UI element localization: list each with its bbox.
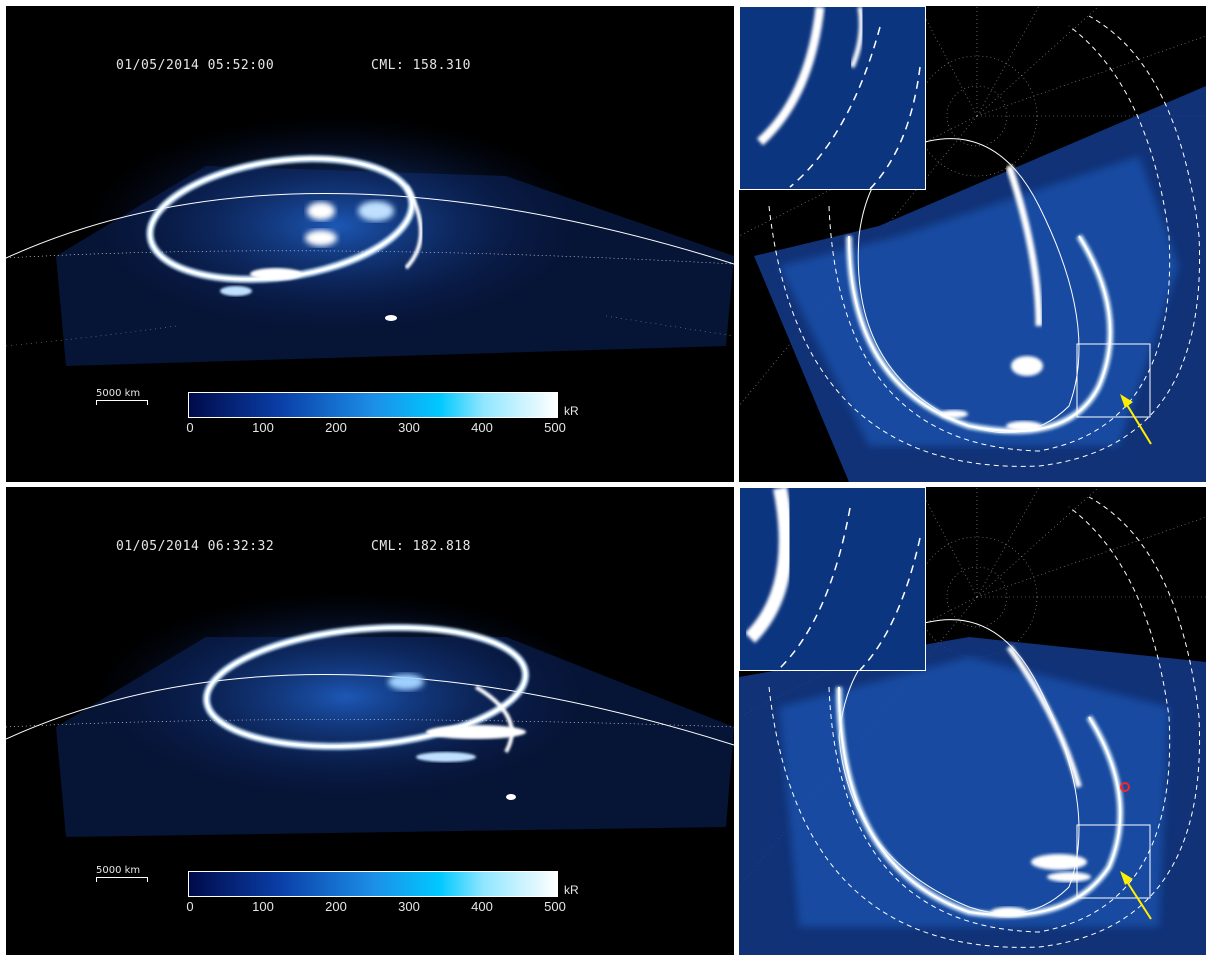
- colorbar-tick: 400: [471, 420, 493, 435]
- colorbar-tick: 400: [471, 899, 493, 914]
- zoom-inset: [739, 487, 926, 671]
- timestamp-label: 01/05/2014 05:52:00: [116, 58, 275, 73]
- zoom-inset: [739, 6, 926, 190]
- aurora-oblique-view: [6, 592, 734, 837]
- bottom-left-panel: 01/05/2014 06:32:32 CML: 182.818 5000 km…: [6, 487, 734, 955]
- colorbar: [188, 392, 558, 418]
- scale-bar: 5000 km: [96, 388, 148, 405]
- colorbar-tick: 500: [544, 420, 566, 435]
- timestamp-label: 01/05/2014 06:32:32: [116, 539, 275, 554]
- scale-bar: 5000 km: [96, 865, 148, 882]
- aurora-oblique-view: [6, 116, 734, 366]
- colorbar-tick: 300: [398, 420, 420, 435]
- cml-label: CML: 182.818: [371, 539, 471, 554]
- colorbar-tick: 100: [252, 420, 274, 435]
- colorbar-tick: 0: [186, 420, 194, 435]
- colorbar-tick: 300: [398, 899, 420, 914]
- aurora-polar-projection: [739, 487, 1206, 955]
- inset-aurora: [740, 7, 925, 189]
- colorbar-tick: 100: [252, 899, 274, 914]
- colorbar-unit: kR: [564, 883, 579, 897]
- colorbar-tick: 200: [325, 420, 347, 435]
- inset-aurora: [740, 488, 925, 670]
- arrow-marker-icon: [1120, 871, 1152, 920]
- colorbar-unit: kR: [564, 404, 579, 418]
- top-right-panel: [739, 6, 1206, 482]
- colorbar-tick: 500: [544, 899, 566, 914]
- cml-label: CML: 158.310: [371, 58, 471, 73]
- scale-bar-label: 5000 km: [96, 388, 141, 399]
- colorbar-tick: 200: [325, 899, 347, 914]
- colorbar: [188, 871, 558, 897]
- colorbar-tick: 0: [186, 899, 194, 914]
- red-marker-icon: [1120, 782, 1130, 792]
- top-left-panel: 01/05/2014 05:52:00 CML: 158.310 5000 km…: [6, 6, 734, 482]
- scale-bar-label: 5000 km: [96, 865, 141, 876]
- bottom-right-panel: [739, 487, 1206, 955]
- arrow-marker-icon: [1120, 394, 1152, 445]
- aurora-polar-projection: [739, 6, 1206, 482]
